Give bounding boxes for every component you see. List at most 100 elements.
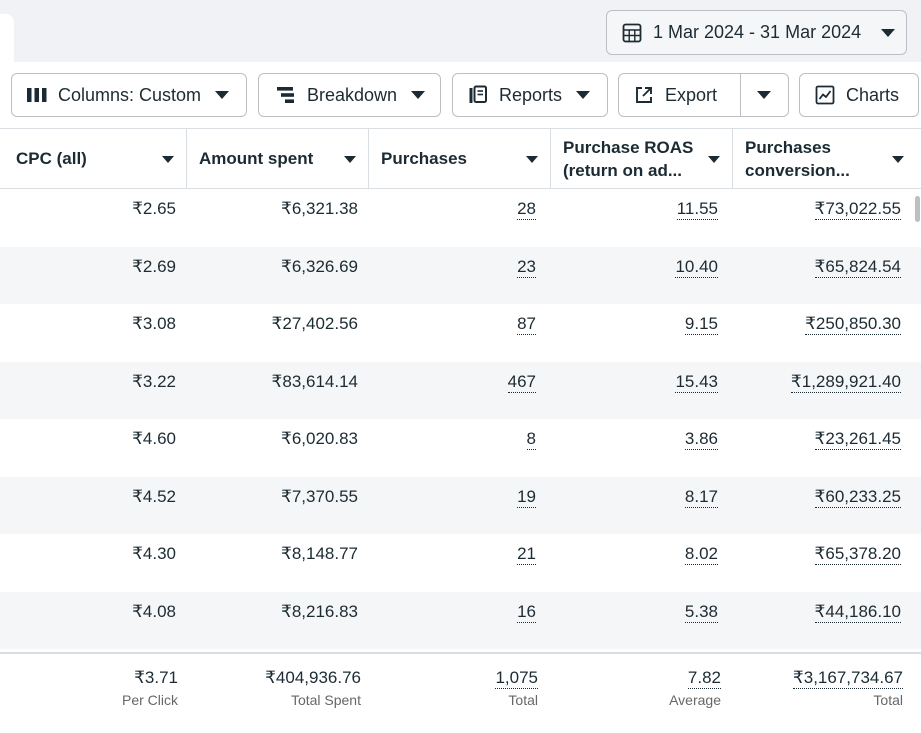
total-conversion-value[interactable]: ₹3,167,734.67 (792, 668, 903, 689)
table-row: ₹2.65 ₹6,321.38 28 11.55 ₹73,022.55 (0, 189, 921, 247)
total-conversion-label: Total (873, 692, 903, 708)
column-header-cpc[interactable]: CPC (all) (4, 129, 187, 188)
column-header-purchases-conversion[interactable]: Purchases conversion... (733, 129, 916, 188)
purchases-cell[interactable]: 16 (517, 601, 536, 623)
column-header-conv-line1: Purchases (745, 137, 831, 157)
purchases-cell[interactable]: 28 (517, 199, 536, 220)
table-row: ₹3.22 ₹83,614.14 467 15.43 ₹1,289,921.40 (0, 361, 921, 419)
amount-cell: ₹27,402.56 (271, 314, 358, 333)
export-icon (633, 84, 655, 106)
chart-icon (814, 84, 836, 106)
roas-cell[interactable]: 8.02 (684, 544, 718, 565)
conversion-cell[interactable]: ₹65,378.20 (814, 544, 901, 565)
roas-cell[interactable]: 11.55 (676, 199, 718, 220)
charts-button[interactable]: Charts (799, 73, 919, 117)
column-header-conv-line2: conversion... (745, 160, 850, 180)
reports-button[interactable]: Reports (452, 73, 608, 117)
cpc-cell: ₹4.30 (132, 544, 176, 563)
calendar-icon (621, 22, 643, 44)
conversion-cell[interactable]: ₹23,261.45 (814, 429, 901, 450)
column-header-purchases-label: Purchases (381, 149, 467, 168)
total-purchases-label: Total (508, 692, 538, 708)
purchases-cell[interactable]: 19 (517, 486, 536, 508)
purchases-cell[interactable]: 467 (507, 371, 536, 393)
column-header-purchase-roas[interactable]: Purchase ROAS (return on ad... (551, 129, 733, 188)
export-label: Export (665, 84, 718, 105)
total-amount-value: ₹404,936.76 (265, 668, 361, 687)
table-row: ₹2.69 ₹6,326.69 23 10.40 ₹65,824.54 (0, 246, 921, 304)
date-range-picker[interactable]: 1 Mar 2024 - 31 Mar 2024 (606, 10, 907, 55)
cpc-cell: ₹3.08 (132, 314, 176, 333)
vertical-scrollbar[interactable] (915, 196, 920, 222)
table-header: CPC (all) Amount spent Purchases Purchas… (0, 128, 921, 189)
export-button[interactable]: Export (618, 73, 789, 117)
amount-cell: ₹6,321.38 (281, 199, 358, 218)
chevron-down-icon (215, 91, 230, 99)
tab-stub (0, 14, 14, 62)
purchases-cell[interactable]: 8 (526, 429, 536, 450)
conversion-cell[interactable]: ₹73,022.55 (814, 199, 901, 220)
roas-cell[interactable]: 5.38 (684, 601, 718, 623)
roas-cell[interactable]: 15.43 (675, 371, 718, 393)
conversion-cell[interactable]: ₹1,289,921.40 (790, 371, 901, 393)
table-row: ₹3.08 ₹27,402.56 87 9.15 ₹250,850.30 (0, 304, 921, 362)
columns-button[interactable]: Columns: Custom (11, 73, 247, 117)
table-row: ₹4.08 ₹8,216.83 16 5.38 ₹44,186.10 (0, 591, 921, 649)
purchases-cell[interactable]: 87 (517, 314, 536, 335)
amount-cell: ₹6,326.69 (281, 256, 358, 276)
roas-cell[interactable]: 3.86 (684, 429, 718, 450)
cpc-cell: ₹4.08 (132, 601, 176, 621)
chevron-down-icon (411, 91, 426, 99)
breakdown-button[interactable]: Breakdown (258, 73, 441, 117)
chevron-down-icon (881, 28, 896, 37)
cpc-cell: ₹4.52 (132, 486, 176, 506)
column-header-amount-label: Amount spent (199, 149, 314, 168)
columns-icon (26, 84, 48, 106)
cpc-cell: ₹3.22 (132, 371, 176, 391)
export-divider (740, 74, 741, 116)
conversion-cell[interactable]: ₹250,850.30 (805, 314, 901, 335)
sort-chevron-icon[interactable] (526, 156, 538, 163)
amount-cell: ₹6,020.83 (281, 429, 358, 448)
amount-cell: ₹8,148.77 (281, 544, 358, 563)
sort-chevron-icon[interactable] (162, 156, 174, 163)
conversion-cell[interactable]: ₹65,824.54 (814, 256, 901, 278)
breakdown-label: Breakdown (307, 84, 398, 105)
reports-label: Reports (499, 84, 563, 105)
totals-row: ₹3.71 Per Click ₹404,936.76 Total Spent … (0, 652, 921, 733)
breakdown-icon (275, 84, 297, 106)
roas-cell[interactable]: 8.17 (684, 486, 718, 508)
sort-chevron-icon[interactable] (892, 156, 904, 163)
reports-icon (467, 84, 489, 106)
export-options-chevron-icon[interactable] (757, 91, 771, 99)
column-header-roas-line1: Purchase ROAS (563, 137, 694, 157)
date-range-label: 1 Mar 2024 - 31 Mar 2024 (653, 22, 862, 42)
sort-chevron-icon[interactable] (708, 156, 720, 163)
total-roas-label: Average (669, 692, 721, 708)
cpc-cell: ₹4.60 (132, 429, 176, 448)
column-header-amount-spent[interactable]: Amount spent (187, 129, 369, 188)
conversion-cell[interactable]: ₹44,186.10 (814, 601, 901, 623)
columns-label: Columns: Custom (58, 84, 202, 105)
table-row: ₹4.60 ₹6,020.83 8 3.86 ₹23,261.45 (0, 419, 921, 477)
total-roas-value[interactable]: 7.82 (687, 668, 721, 689)
table-body: ₹2.65 ₹6,321.38 28 11.55 ₹73,022.55 ₹2.6… (0, 189, 921, 649)
column-header-purchases[interactable]: Purchases (369, 129, 551, 188)
cpc-cell: ₹2.65 (132, 199, 176, 218)
total-amount-label: Total Spent (290, 692, 361, 708)
amount-cell: ₹7,370.55 (281, 486, 358, 506)
purchases-cell[interactable]: 23 (517, 256, 536, 278)
cpc-cell: ₹2.69 (132, 256, 176, 276)
purchases-cell[interactable]: 21 (517, 544, 536, 565)
total-cpc-label: Per Click (121, 692, 178, 708)
roas-cell[interactable]: 9.15 (684, 314, 718, 335)
sort-chevron-icon[interactable] (344, 156, 356, 163)
table-row: ₹4.30 ₹8,148.77 21 8.02 ₹65,378.20 (0, 534, 921, 592)
total-cpc-value: ₹3.71 (134, 668, 178, 687)
conversion-cell[interactable]: ₹60,233.25 (814, 486, 901, 508)
charts-label: Charts (846, 84, 900, 105)
total-purchases-value[interactable]: 1,075 (495, 668, 538, 689)
roas-cell[interactable]: 10.40 (675, 256, 718, 278)
amount-cell: ₹8,216.83 (281, 601, 358, 621)
amount-cell: ₹83,614.14 (271, 371, 358, 391)
